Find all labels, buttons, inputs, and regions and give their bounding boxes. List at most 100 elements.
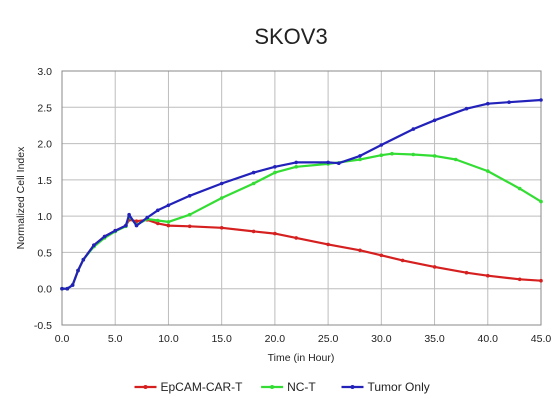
data-point bbox=[539, 278, 543, 283]
data-point bbox=[539, 199, 543, 204]
data-point bbox=[326, 160, 330, 165]
x-axis-label: Time (in Hour) bbox=[268, 352, 335, 364]
data-point bbox=[187, 194, 192, 198]
data-point bbox=[156, 218, 160, 223]
series-epcam-car-t bbox=[60, 218, 543, 291]
y-tick-label: -0.5 bbox=[34, 320, 52, 332]
legend-item: NC-T bbox=[261, 380, 316, 394]
data-point bbox=[219, 196, 224, 200]
legend-marker bbox=[270, 385, 275, 389]
x-tick-label: 5.0 bbox=[108, 333, 123, 345]
data-point bbox=[81, 257, 86, 262]
series-tumor-only bbox=[60, 98, 543, 291]
data-point bbox=[432, 265, 437, 269]
x-tick-label: 40.0 bbox=[478, 333, 499, 345]
plot-border bbox=[61, 70, 542, 326]
data-point bbox=[273, 165, 277, 169]
legend-marker bbox=[143, 385, 148, 389]
data-point bbox=[294, 160, 299, 165]
data-point bbox=[337, 161, 341, 165]
data-point bbox=[102, 234, 107, 239]
data-point bbox=[486, 169, 490, 173]
legend: EpCAM-CAR-T NC-T Tumor Only bbox=[134, 380, 430, 394]
data-point bbox=[379, 253, 384, 258]
data-point bbox=[517, 277, 522, 282]
data-point bbox=[400, 258, 405, 263]
y-tick-label: 2.5 bbox=[37, 102, 52, 114]
data-point bbox=[358, 248, 362, 253]
y-tick-label: 0.0 bbox=[37, 284, 52, 296]
series-line bbox=[60, 218, 543, 290]
data-point bbox=[134, 219, 139, 223]
y-tick-label: 2.0 bbox=[37, 139, 52, 151]
y-tick-label: 0.5 bbox=[37, 247, 52, 259]
data-point bbox=[486, 273, 490, 278]
legend-marker bbox=[350, 385, 355, 389]
data-point bbox=[464, 270, 469, 275]
data-point bbox=[273, 170, 277, 175]
data-point bbox=[454, 157, 458, 162]
data-point bbox=[156, 208, 160, 213]
data-point bbox=[358, 154, 362, 158]
series-line bbox=[60, 98, 543, 290]
data-point bbox=[411, 152, 416, 157]
data-point bbox=[166, 220, 171, 224]
data-point bbox=[358, 157, 362, 162]
data-point bbox=[60, 286, 64, 291]
data-point bbox=[432, 118, 437, 123]
legend-label: Tumor Only bbox=[368, 380, 430, 394]
data-point bbox=[294, 236, 299, 240]
data-point bbox=[251, 229, 256, 234]
legend-label: EpCAM-CAR-T bbox=[161, 380, 244, 394]
data-point bbox=[145, 215, 149, 220]
data-point bbox=[76, 268, 80, 273]
x-tick-label: 0.0 bbox=[55, 333, 70, 345]
data-point bbox=[464, 106, 469, 111]
data-point bbox=[187, 212, 192, 217]
data-point bbox=[486, 101, 490, 106]
x-tick-labels: 0.0 5.0 10.0 15.0 20.0 25.0 30.0 35.0 40.0 45.0 bbox=[55, 333, 552, 345]
legend-item: Tumor Only bbox=[341, 380, 430, 394]
legend-label: NC-T bbox=[287, 380, 316, 394]
data-point bbox=[219, 181, 224, 186]
data-point bbox=[507, 100, 511, 104]
data-point bbox=[92, 243, 96, 247]
y-axis-label: Normalized Cell Index bbox=[15, 146, 27, 249]
data-point bbox=[70, 283, 75, 287]
chart-title: SKOV3 bbox=[254, 24, 327, 49]
y-tick-label: 3.0 bbox=[37, 66, 52, 78]
data-point bbox=[113, 228, 117, 233]
data-point bbox=[273, 231, 277, 236]
y-tick-label: 1.0 bbox=[37, 211, 52, 223]
x-tick-label: 35.0 bbox=[424, 333, 445, 345]
data-point bbox=[219, 226, 224, 230]
x-tick-label: 15.0 bbox=[211, 333, 232, 345]
data-point bbox=[166, 203, 171, 208]
data-point bbox=[156, 221, 160, 226]
data-point bbox=[411, 127, 416, 131]
x-tick-label: 20.0 bbox=[265, 333, 286, 345]
x-tick-label: 30.0 bbox=[371, 333, 392, 345]
plot-frame bbox=[61, 70, 542, 326]
data-point bbox=[166, 223, 171, 228]
data-point bbox=[251, 181, 256, 186]
y-tick-labels: -0.5 0.0 0.5 1.0 1.5 2.0 2.5 3.0 bbox=[34, 66, 52, 332]
x-tick-label: 45.0 bbox=[531, 333, 552, 345]
data-point bbox=[127, 212, 131, 217]
data-point bbox=[326, 242, 330, 247]
data-point bbox=[65, 286, 70, 291]
data-point bbox=[124, 223, 128, 228]
data-point bbox=[390, 151, 394, 156]
data-point bbox=[432, 154, 437, 158]
data-point bbox=[539, 98, 543, 102]
data-point bbox=[517, 186, 522, 191]
data-point bbox=[134, 223, 139, 228]
x-tick-label: 10.0 bbox=[158, 333, 179, 345]
data-point bbox=[294, 165, 299, 169]
series-layer bbox=[60, 98, 543, 291]
data-point bbox=[187, 224, 192, 229]
data-point bbox=[251, 170, 256, 175]
legend-item: EpCAM-CAR-T bbox=[134, 380, 244, 394]
